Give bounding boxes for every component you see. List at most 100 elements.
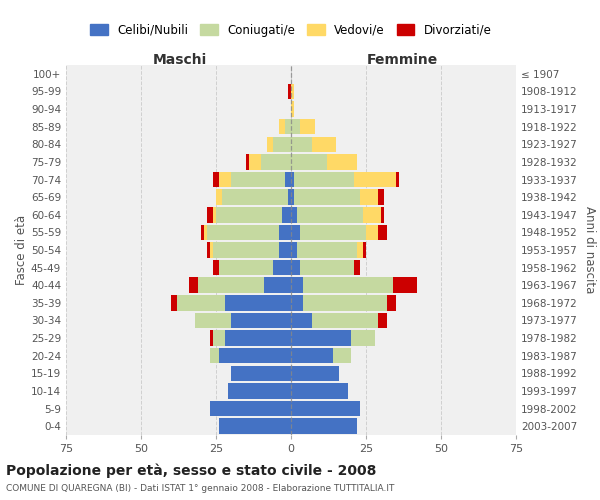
Bar: [207, 242, 210, 258]
Y-axis label: Fasce di età: Fasce di età: [15, 215, 28, 285]
Bar: [303, 295, 387, 310]
Bar: [354, 260, 360, 276]
Bar: [279, 119, 285, 134]
Bar: [231, 366, 291, 381]
Bar: [300, 260, 354, 276]
Bar: [291, 190, 294, 205]
Bar: [261, 154, 291, 170]
Text: COMUNE DI QUAREGNA (BI) - Dati ISTAT 1° gennaio 2008 - Elaborazione TUTTITALIA.I: COMUNE DI QUAREGNA (BI) - Dati ISTAT 1° …: [6, 484, 394, 493]
Bar: [249, 154, 261, 170]
Bar: [267, 136, 273, 152]
Bar: [312, 312, 378, 328]
Bar: [213, 207, 216, 222]
Bar: [303, 278, 393, 293]
Bar: [210, 330, 213, 346]
Bar: [264, 278, 291, 293]
Bar: [291, 207, 297, 222]
Bar: [357, 242, 363, 258]
Bar: [327, 154, 357, 170]
Bar: [210, 242, 213, 258]
Bar: [291, 119, 300, 134]
Bar: [291, 330, 351, 346]
Bar: [291, 136, 312, 152]
Bar: [219, 348, 291, 364]
Bar: [219, 260, 273, 276]
Bar: [366, 224, 378, 240]
Bar: [291, 366, 339, 381]
Bar: [360, 190, 378, 205]
Bar: [291, 401, 360, 416]
Bar: [231, 312, 291, 328]
Bar: [354, 172, 396, 188]
Bar: [291, 154, 327, 170]
Bar: [378, 312, 387, 328]
Bar: [351, 330, 375, 346]
Text: Popolazione per età, sesso e stato civile - 2008: Popolazione per età, sesso e stato civil…: [6, 464, 376, 478]
Bar: [204, 224, 207, 240]
Bar: [378, 224, 387, 240]
Bar: [294, 190, 360, 205]
Bar: [231, 172, 285, 188]
Bar: [393, 278, 417, 293]
Bar: [291, 260, 300, 276]
Bar: [381, 207, 384, 222]
Bar: [291, 312, 312, 328]
Bar: [225, 295, 291, 310]
Bar: [291, 242, 297, 258]
Y-axis label: Anni di nascita: Anni di nascita: [583, 206, 596, 294]
Bar: [291, 418, 357, 434]
Bar: [216, 190, 222, 205]
Text: Maschi: Maschi: [153, 53, 207, 67]
Bar: [297, 242, 357, 258]
Bar: [213, 330, 225, 346]
Bar: [291, 383, 348, 398]
Bar: [378, 190, 384, 205]
Bar: [300, 119, 315, 134]
Bar: [300, 224, 366, 240]
Bar: [228, 383, 291, 398]
Bar: [291, 84, 294, 99]
Bar: [222, 190, 288, 205]
Bar: [177, 295, 225, 310]
Bar: [273, 260, 291, 276]
Bar: [387, 295, 396, 310]
Bar: [198, 278, 264, 293]
Bar: [288, 190, 291, 205]
Bar: [279, 242, 291, 258]
Bar: [291, 278, 303, 293]
Text: Femmine: Femmine: [367, 53, 437, 67]
Bar: [195, 312, 231, 328]
Bar: [288, 84, 291, 99]
Bar: [285, 172, 291, 188]
Bar: [363, 242, 366, 258]
Bar: [294, 172, 354, 188]
Bar: [282, 207, 291, 222]
Bar: [312, 136, 336, 152]
Bar: [291, 348, 333, 364]
Bar: [216, 207, 282, 222]
Bar: [213, 260, 219, 276]
Bar: [246, 154, 249, 170]
Bar: [291, 172, 294, 188]
Bar: [207, 207, 213, 222]
Legend: Celibi/Nubili, Coniugati/e, Vedovi/e, Divorziati/e: Celibi/Nubili, Coniugati/e, Vedovi/e, Di…: [86, 19, 496, 42]
Bar: [291, 224, 300, 240]
Bar: [279, 224, 291, 240]
Bar: [219, 172, 231, 188]
Bar: [363, 207, 381, 222]
Bar: [219, 418, 291, 434]
Bar: [225, 330, 291, 346]
Bar: [333, 348, 351, 364]
Bar: [189, 278, 198, 293]
Bar: [210, 401, 291, 416]
Bar: [207, 224, 279, 240]
Bar: [291, 102, 294, 117]
Bar: [171, 295, 177, 310]
Bar: [297, 207, 363, 222]
Bar: [291, 295, 303, 310]
Bar: [210, 348, 219, 364]
Bar: [201, 224, 204, 240]
Bar: [213, 172, 219, 188]
Bar: [213, 242, 279, 258]
Bar: [285, 119, 291, 134]
